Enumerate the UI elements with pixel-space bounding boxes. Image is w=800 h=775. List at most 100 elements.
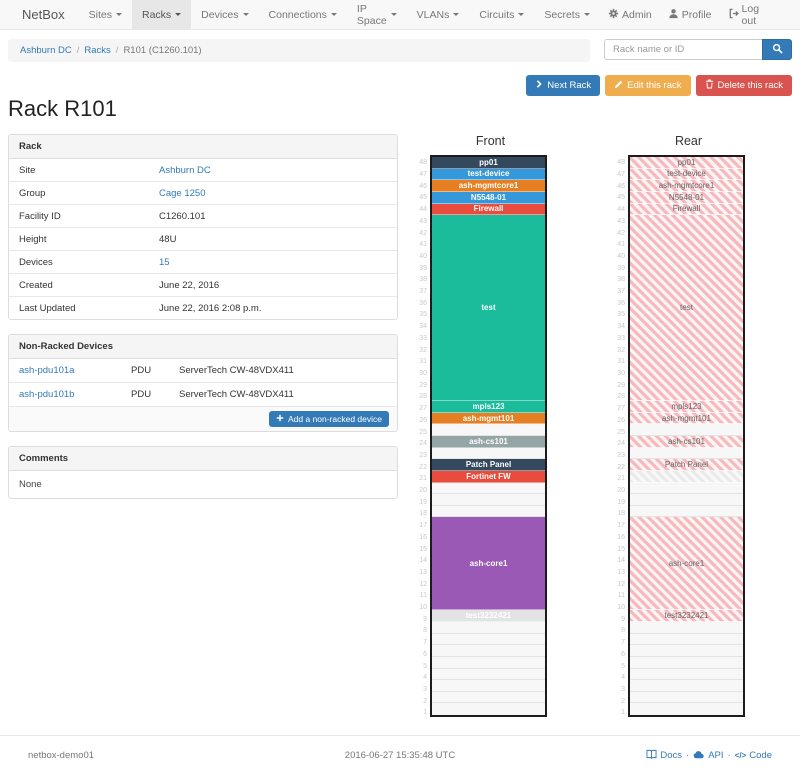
rack-unit-slot [432,657,545,669]
rack-device-rear-test[interactable]: test [630,215,743,402]
device-name-link[interactable]: ash-pdu101a [19,365,75,376]
next-rack-button[interactable]: Next Rack [526,75,601,96]
chevron-right-icon [535,80,543,91]
unit-number: 15 [617,545,625,553]
chevron-down-icon [330,13,337,16]
rack-unit-slot [630,703,743,715]
device-model-cell: ServerTech CW-48VDX411 [179,389,294,400]
search-input[interactable] [604,39,762,60]
attr-value: Cage 1250 [159,188,205,199]
rack-device-rear-ash-mgmt101[interactable]: ash-mgmt101 [630,412,743,425]
nav-menu: Sites Racks Devices Connections IP Space VLAN… [79,0,600,29]
rack-device-front-fortinet-fw[interactable]: Fortinet FW [432,470,545,483]
breadcrumb-item[interactable]: Racks [84,45,111,56]
unit-number: 30 [617,370,625,377]
breadcrumb-item: R101 (C1260.101) [123,45,202,56]
rack-device-front-test3232421[interactable]: test3232421 [432,610,545,622]
rack-unit-slot [432,448,545,460]
rack-device-front-firewall[interactable]: Firewall [432,203,545,216]
footer-link-separator: · [686,750,690,761]
nav-item-sites[interactable]: Sites [79,0,132,29]
attr-value-link[interactable]: Ashburn DC [159,164,211,176]
rack-device-rear-mpls123[interactable]: mpls123 [630,401,743,413]
rack-device-front-ash-core1[interactable]: ash-core1 [432,517,545,611]
breadcrumb-item[interactable]: Ashburn DC [20,45,72,56]
attr-value-link[interactable]: 15 [159,256,170,268]
unit-number: 1 [423,709,427,717]
rack-device-rear-n5548-01[interactable]: N5548-01 [630,191,743,204]
rack-panel: Rack Site Ashburn DC Group Cage 1250 Facilit… [8,134,398,320]
nav-item-label: Connections [268,8,327,21]
footer-link-label: Code [749,750,772,761]
rack-device-front-n5548-01[interactable]: N5548-01 [432,191,545,204]
attr-value-link[interactable]: Cage 1250 [159,187,206,199]
footer-link-api[interactable]: API [693,750,724,762]
edit-rack-button[interactable]: Edit this rack [605,75,691,96]
search-button[interactable] [762,39,792,60]
rack-device-rear-ash-core1[interactable]: ash-core1 [630,517,743,611]
rack-device-front-ash-cs101[interactable]: ash-cs101 [432,436,545,448]
logout-link[interactable]: Log out [720,0,780,29]
footer-link-code[interactable]: </> Code [735,750,772,761]
unit-number: 39 [419,264,427,272]
attr-label: Facility ID [19,210,61,222]
rack-attr-row: Devices 15 [9,250,397,273]
footer-link-label: API [708,750,724,761]
rack-device-front-ash-mgmtcore1[interactable]: ash-mgmtcore1 [432,180,545,192]
nav-item-circuits[interactable]: Circuits [469,0,534,29]
rack-unit-slot [630,448,743,460]
profile-link[interactable]: Profile [660,0,720,29]
rack-device-front-test[interactable]: test [432,215,545,402]
navbar: NetBox Sites Racks Devices Connections IP Sp… [0,0,800,30]
unit-number: 28 [419,393,427,401]
breadcrumb-separator: / [76,45,80,56]
footer-link-docs[interactable]: Docs [646,749,682,762]
nav-item-devices[interactable]: Devices [191,0,258,29]
brand-logo[interactable]: NetBox [22,7,65,22]
rack-device-rear-patch-panel[interactable]: Patch Panel [630,459,743,471]
rack-device-rear-test3232421[interactable]: test3232421 [630,610,743,622]
rack-device-rear-ash-mgmtcore1[interactable]: ash-mgmtcore1 [630,180,743,192]
nonracked-panel: Non-Racked Devices ash-pdu101a PDU ServerT… [8,334,398,432]
rack-device-front-patch-panel[interactable]: Patch Panel [432,459,545,471]
unit-number: 16 [617,533,625,541]
nav-item-secrets[interactable]: Secrets [534,0,600,29]
rack-device-rear-test-device[interactable]: test-device [630,168,743,181]
nav-item-vlans[interactable]: VLANs [407,0,470,29]
rack-unit-slot [630,692,743,704]
rack-device-rear-firewall[interactable]: Firewall [630,203,743,216]
unit-number: 7 [621,639,625,647]
unit-number: 5 [621,662,625,670]
rack-device-rear-fortinet-fw[interactable] [630,470,743,483]
add-nonracked-device-button[interactable]: Add a non-racked device [268,411,389,427]
rack-attr-row: Last Updated June 22, 2016 2:08 p.m. [9,296,397,319]
unit-number: 28 [617,393,625,401]
rack-device-front-ash-mgmt101[interactable]: ash-mgmt101 [432,412,545,425]
unit-number: 8 [621,627,625,635]
unit-number: 40 [617,252,625,260]
rack-device-front-test-device[interactable]: test-device [432,168,545,181]
unit-number: 16 [419,533,427,541]
nav-item-connections[interactable]: Connections [259,0,347,29]
rack-device-rear-ash-cs101[interactable]: ash-cs101 [630,436,743,448]
rack-device-front-mpls123[interactable]: mpls123 [432,401,545,413]
unit-number: 36 [419,299,427,307]
rack-attr-row: Height 48U [9,227,397,250]
rack-device-front-pp01[interactable]: pp01 [432,157,545,169]
unit-number: 30 [419,370,427,377]
unit-number: 31 [617,358,625,366]
rack-device-rear-pp01[interactable]: pp01 [630,157,743,169]
rack-unit-slot [432,703,545,715]
unit-number: 6 [621,650,625,658]
admin-link[interactable]: Admin [600,0,660,29]
rack-unit-slot [630,483,743,495]
delete-rack-button[interactable]: Delete this rack [695,75,792,96]
device-name-link[interactable]: ash-pdu101b [19,389,75,400]
unit-number: 35 [617,311,625,319]
rack-unit-slot [432,494,545,506]
nav-item-ip-space[interactable]: IP Space [347,0,407,29]
rack-unit-slot [432,692,545,704]
rack-attr-row: Group Cage 1250 [9,181,397,204]
breadcrumb: Ashburn DC / Racks / R101 (C1260.101) [8,39,590,62]
nav-item-racks[interactable]: Racks [131,0,192,29]
